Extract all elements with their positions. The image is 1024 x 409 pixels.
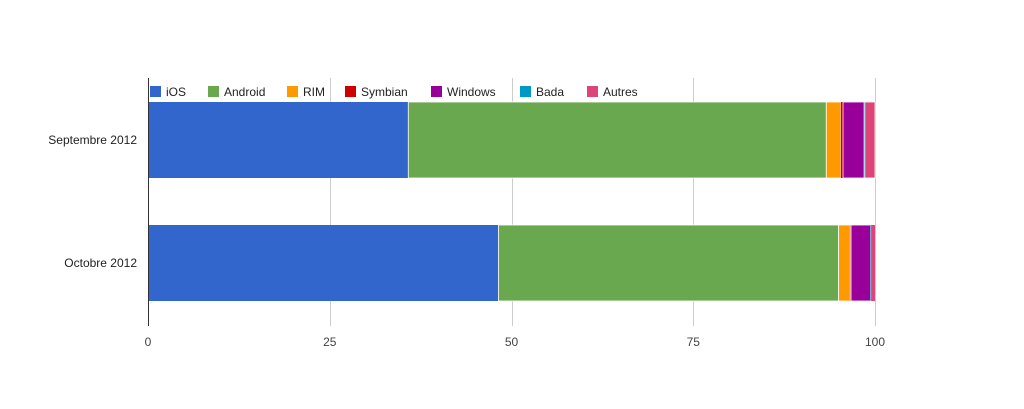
legend-swatch xyxy=(520,86,531,97)
legend-item-bada[interactable]: Bada xyxy=(520,85,564,99)
legend-label: iOS xyxy=(166,85,186,99)
bars xyxy=(148,101,876,302)
bar-rim-1 xyxy=(825,101,842,179)
legend: iOS Android RIM Symbian Windows Bada Autres xyxy=(150,85,638,99)
x-tick-label: 0 xyxy=(145,335,152,349)
legend-item-android[interactable]: Android xyxy=(208,85,265,99)
x-tick-label: 100 xyxy=(865,335,885,349)
legend-swatch xyxy=(431,86,442,97)
legend-swatch xyxy=(345,86,356,97)
legend-item-autres[interactable]: Autres xyxy=(587,85,638,99)
category-label: Septembre 2012 xyxy=(48,133,137,147)
x-tick-label: 25 xyxy=(323,335,337,349)
bar-windows-2 xyxy=(850,224,872,302)
legend-label: RIM xyxy=(303,85,325,99)
bar-ios-2 xyxy=(148,225,499,301)
legend-label: Autres xyxy=(603,85,638,99)
legend-swatch xyxy=(208,86,219,97)
bar-rim-2 xyxy=(838,224,851,302)
bar-android-2 xyxy=(498,224,840,302)
legend-label: Android xyxy=(224,85,265,99)
bar-ios-1 xyxy=(148,102,409,178)
bar-bada-2 xyxy=(870,225,872,301)
bar-symbian-1 xyxy=(840,102,844,178)
category-label: Octobre 2012 xyxy=(64,256,137,270)
x-tick-label: 75 xyxy=(687,335,701,349)
bar-windows-1 xyxy=(842,101,865,179)
legend-item-ios[interactable]: iOS xyxy=(150,85,186,99)
x-tick-label: 50 xyxy=(505,335,519,349)
legend-item-symbian[interactable]: Symbian xyxy=(345,85,408,99)
legend-item-rim[interactable]: RIM xyxy=(287,85,325,99)
axes: 0 25 50 75 100 Septembre 2012 Octobre 2012 xyxy=(48,78,885,349)
legend-item-windows[interactable]: Windows xyxy=(431,85,496,99)
legend-label: Windows xyxy=(447,85,496,99)
legend-label: Bada xyxy=(536,85,564,99)
legend-swatch xyxy=(287,86,298,97)
legend-label: Symbian xyxy=(361,85,408,99)
bar-android-1 xyxy=(407,101,827,179)
legend-swatch xyxy=(150,86,161,97)
bar-autres-2 xyxy=(871,225,875,301)
legend-swatch xyxy=(587,86,598,97)
bar-autres-1 xyxy=(864,101,876,179)
